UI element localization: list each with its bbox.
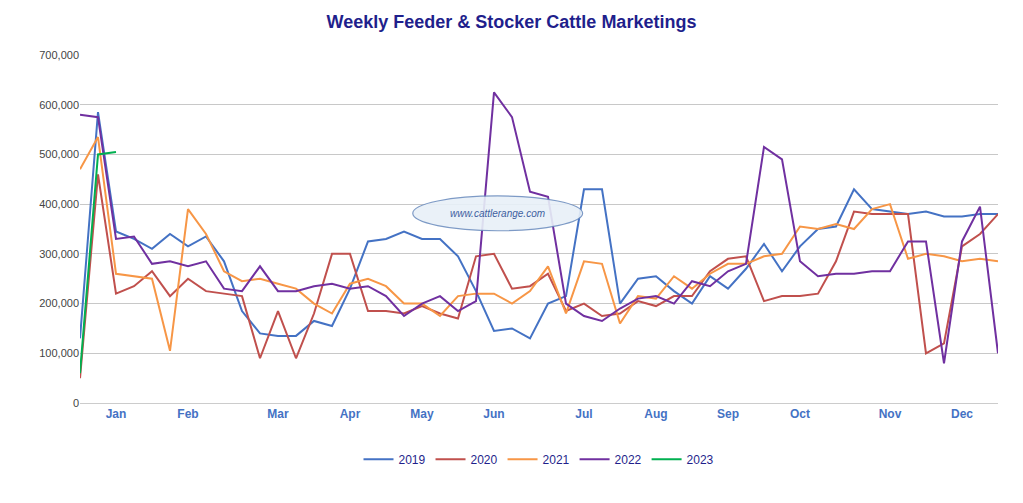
svg-text:Weekly Feeder & Stocker Cattle: Weekly Feeder & Stocker Cattle Marketing…: [327, 12, 697, 32]
svg-text:Jan: Jan: [106, 407, 127, 421]
svg-text:300,000: 300,000: [39, 248, 79, 260]
svg-text:400,000: 400,000: [39, 198, 79, 210]
svg-text:Oct: Oct: [790, 407, 810, 421]
svg-text:2020: 2020: [471, 453, 498, 467]
svg-text:200,000: 200,000: [39, 297, 79, 309]
svg-text:Nov: Nov: [879, 407, 902, 421]
svg-text:Sep: Sep: [717, 407, 739, 421]
svg-text:Feb: Feb: [177, 407, 198, 421]
svg-text:Mar: Mar: [267, 407, 289, 421]
svg-text:Aug: Aug: [644, 407, 667, 421]
svg-text:100,000: 100,000: [39, 347, 79, 359]
svg-text:2022: 2022: [615, 453, 642, 467]
svg-text:0: 0: [73, 397, 79, 409]
svg-text:May: May: [410, 407, 434, 421]
svg-text:Jul: Jul: [575, 407, 592, 421]
svg-text:www.cattlerange.com: www.cattlerange.com: [450, 208, 545, 219]
svg-text:Apr: Apr: [340, 407, 361, 421]
svg-text:Dec: Dec: [951, 407, 973, 421]
svg-text:Jun: Jun: [483, 407, 504, 421]
svg-text:600,000: 600,000: [39, 99, 79, 111]
svg-text:2021: 2021: [543, 453, 570, 467]
svg-text:2023: 2023: [687, 453, 714, 467]
svg-text:2019: 2019: [399, 453, 426, 467]
svg-text:700,000: 700,000: [39, 49, 79, 61]
svg-text:500,000: 500,000: [39, 148, 79, 160]
